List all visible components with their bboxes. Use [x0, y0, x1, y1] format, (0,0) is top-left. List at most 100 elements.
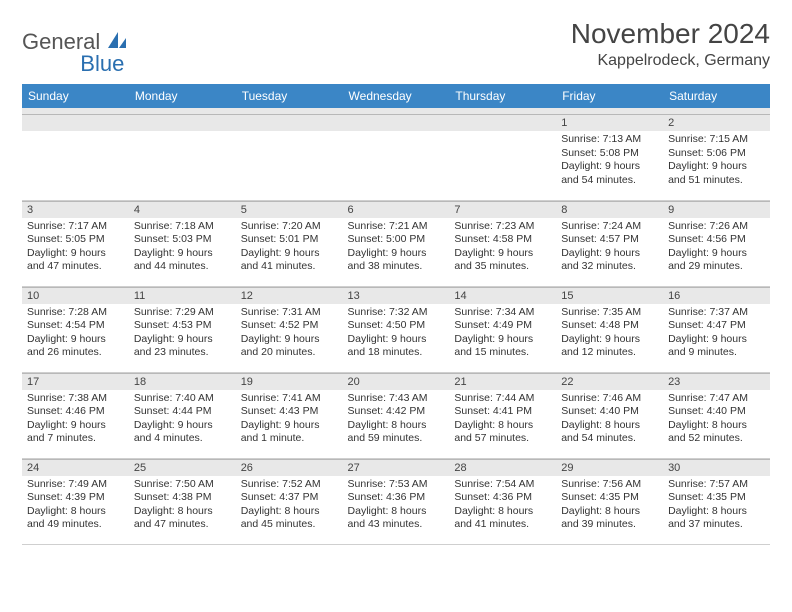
sunrise-text: Sunrise: 7:43 AM — [348, 392, 445, 406]
day-number — [343, 114, 450, 131]
calendar-cell: 17Sunrise: 7:38 AMSunset: 4:46 PMDayligh… — [22, 372, 129, 458]
calendar-cell: 20Sunrise: 7:43 AMSunset: 4:42 PMDayligh… — [343, 372, 450, 458]
sunset-text: Sunset: 4:41 PM — [454, 405, 551, 419]
day-details: Sunrise: 7:46 AMSunset: 4:40 PMDaylight:… — [556, 390, 663, 451]
day-number: 16 — [663, 287, 770, 304]
sunset-text: Sunset: 4:40 PM — [668, 405, 765, 419]
day-number: 4 — [129, 201, 236, 218]
calendar-cell: 22Sunrise: 7:46 AMSunset: 4:40 PMDayligh… — [556, 372, 663, 458]
day-number: 2 — [663, 114, 770, 131]
sunrise-text: Sunrise: 7:32 AM — [348, 306, 445, 320]
sunrise-text: Sunrise: 7:21 AM — [348, 220, 445, 234]
sunset-text: Sunset: 4:44 PM — [134, 405, 231, 419]
day-details: Sunrise: 7:40 AMSunset: 4:44 PMDaylight:… — [129, 390, 236, 451]
logo-word2: Blue — [80, 51, 124, 77]
sunrise-text: Sunrise: 7:31 AM — [241, 306, 338, 320]
calendar-cell: 25Sunrise: 7:50 AMSunset: 4:38 PMDayligh… — [129, 458, 236, 544]
day-details: Sunrise: 7:44 AMSunset: 4:41 PMDaylight:… — [449, 390, 556, 451]
sunset-text: Sunset: 4:49 PM — [454, 319, 551, 333]
sunrise-text: Sunrise: 7:54 AM — [454, 478, 551, 492]
daylight-text: Daylight: 9 hours and 32 minutes. — [561, 247, 658, 274]
day-details: Sunrise: 7:26 AMSunset: 4:56 PMDaylight:… — [663, 218, 770, 279]
calendar-cell — [22, 114, 129, 200]
sunrise-text: Sunrise: 7:15 AM — [668, 133, 765, 147]
calendar-cell: 15Sunrise: 7:35 AMSunset: 4:48 PMDayligh… — [556, 286, 663, 372]
sunrise-text: Sunrise: 7:47 AM — [668, 392, 765, 406]
daylight-text: Daylight: 9 hours and 7 minutes. — [27, 419, 124, 446]
sunset-text: Sunset: 4:48 PM — [561, 319, 658, 333]
daylight-text: Daylight: 8 hours and 57 minutes. — [454, 419, 551, 446]
daylight-text: Daylight: 9 hours and 47 minutes. — [27, 247, 124, 274]
calendar-cell: 1Sunrise: 7:13 AMSunset: 5:08 PMDaylight… — [556, 114, 663, 200]
header: General Blue November 2024 Kappelrodeck,… — [22, 18, 770, 70]
day-number — [449, 114, 556, 131]
day-details: Sunrise: 7:50 AMSunset: 4:38 PMDaylight:… — [129, 476, 236, 537]
calendar-week: 24Sunrise: 7:49 AMSunset: 4:39 PMDayligh… — [22, 458, 770, 544]
calendar-cell — [129, 114, 236, 200]
day-number: 26 — [236, 459, 343, 476]
daylight-text: Daylight: 8 hours and 49 minutes. — [27, 505, 124, 532]
sunset-text: Sunset: 4:35 PM — [561, 491, 658, 505]
calendar-cell: 28Sunrise: 7:54 AMSunset: 4:36 PMDayligh… — [449, 458, 556, 544]
day-details: Sunrise: 7:34 AMSunset: 4:49 PMDaylight:… — [449, 304, 556, 365]
day-number: 20 — [343, 373, 450, 390]
day-details: Sunrise: 7:54 AMSunset: 4:36 PMDaylight:… — [449, 476, 556, 537]
sunrise-text: Sunrise: 7:23 AM — [454, 220, 551, 234]
sunset-text: Sunset: 4:56 PM — [668, 233, 765, 247]
day-number: 14 — [449, 287, 556, 304]
sunset-text: Sunset: 4:54 PM — [27, 319, 124, 333]
day-number: 19 — [236, 373, 343, 390]
day-number: 1 — [556, 114, 663, 131]
daylight-text: Daylight: 9 hours and 9 minutes. — [668, 333, 765, 360]
sunset-text: Sunset: 4:40 PM — [561, 405, 658, 419]
calendar-cell: 16Sunrise: 7:37 AMSunset: 4:47 PMDayligh… — [663, 286, 770, 372]
calendar-cell — [449, 114, 556, 200]
sunrise-text: Sunrise: 7:56 AM — [561, 478, 658, 492]
daylight-text: Daylight: 8 hours and 54 minutes. — [561, 419, 658, 446]
day-details: Sunrise: 7:35 AMSunset: 4:48 PMDaylight:… — [556, 304, 663, 365]
day-number: 3 — [22, 201, 129, 218]
sunrise-text: Sunrise: 7:20 AM — [241, 220, 338, 234]
weekday-header: Saturday — [663, 84, 770, 108]
day-details: Sunrise: 7:13 AMSunset: 5:08 PMDaylight:… — [556, 131, 663, 192]
sunrise-text: Sunrise: 7:44 AM — [454, 392, 551, 406]
sunrise-text: Sunrise: 7:52 AM — [241, 478, 338, 492]
sunrise-text: Sunrise: 7:37 AM — [668, 306, 765, 320]
calendar-cell: 12Sunrise: 7:31 AMSunset: 4:52 PMDayligh… — [236, 286, 343, 372]
calendar-week: 1Sunrise: 7:13 AMSunset: 5:08 PMDaylight… — [22, 114, 770, 200]
sunset-text: Sunset: 4:38 PM — [134, 491, 231, 505]
calendar-cell: 13Sunrise: 7:32 AMSunset: 4:50 PMDayligh… — [343, 286, 450, 372]
day-details: Sunrise: 7:32 AMSunset: 4:50 PMDaylight:… — [343, 304, 450, 365]
calendar-cell: 24Sunrise: 7:49 AMSunset: 4:39 PMDayligh… — [22, 458, 129, 544]
calendar-cell: 19Sunrise: 7:41 AMSunset: 4:43 PMDayligh… — [236, 372, 343, 458]
sunrise-text: Sunrise: 7:26 AM — [668, 220, 765, 234]
day-number: 12 — [236, 287, 343, 304]
calendar-cell: 3Sunrise: 7:17 AMSunset: 5:05 PMDaylight… — [22, 200, 129, 286]
sunrise-text: Sunrise: 7:35 AM — [561, 306, 658, 320]
daylight-text: Daylight: 8 hours and 39 minutes. — [561, 505, 658, 532]
calendar-cell: 14Sunrise: 7:34 AMSunset: 4:49 PMDayligh… — [449, 286, 556, 372]
daylight-text: Daylight: 9 hours and 38 minutes. — [348, 247, 445, 274]
daylight-text: Daylight: 9 hours and 23 minutes. — [134, 333, 231, 360]
sunset-text: Sunset: 5:06 PM — [668, 147, 765, 161]
weekday-header: Tuesday — [236, 84, 343, 108]
sunrise-text: Sunrise: 7:17 AM — [27, 220, 124, 234]
calendar-cell: 9Sunrise: 7:26 AMSunset: 4:56 PMDaylight… — [663, 200, 770, 286]
day-number: 21 — [449, 373, 556, 390]
logo: General Blue — [22, 18, 152, 66]
daylight-text: Daylight: 9 hours and 54 minutes. — [561, 160, 658, 187]
day-number: 13 — [343, 287, 450, 304]
calendar-week: 17Sunrise: 7:38 AMSunset: 4:46 PMDayligh… — [22, 372, 770, 458]
day-details: Sunrise: 7:15 AMSunset: 5:06 PMDaylight:… — [663, 131, 770, 192]
day-details: Sunrise: 7:57 AMSunset: 4:35 PMDaylight:… — [663, 476, 770, 537]
day-number: 7 — [449, 201, 556, 218]
day-details: Sunrise: 7:47 AMSunset: 4:40 PMDaylight:… — [663, 390, 770, 451]
daylight-text: Daylight: 9 hours and 44 minutes. — [134, 247, 231, 274]
day-details: Sunrise: 7:53 AMSunset: 4:36 PMDaylight:… — [343, 476, 450, 537]
sunset-text: Sunset: 4:42 PM — [348, 405, 445, 419]
weekday-header: Thursday — [449, 84, 556, 108]
day-details: Sunrise: 7:49 AMSunset: 4:39 PMDaylight:… — [22, 476, 129, 537]
sunrise-text: Sunrise: 7:34 AM — [454, 306, 551, 320]
day-details: Sunrise: 7:17 AMSunset: 5:05 PMDaylight:… — [22, 218, 129, 279]
calendar-cell: 21Sunrise: 7:44 AMSunset: 4:41 PMDayligh… — [449, 372, 556, 458]
